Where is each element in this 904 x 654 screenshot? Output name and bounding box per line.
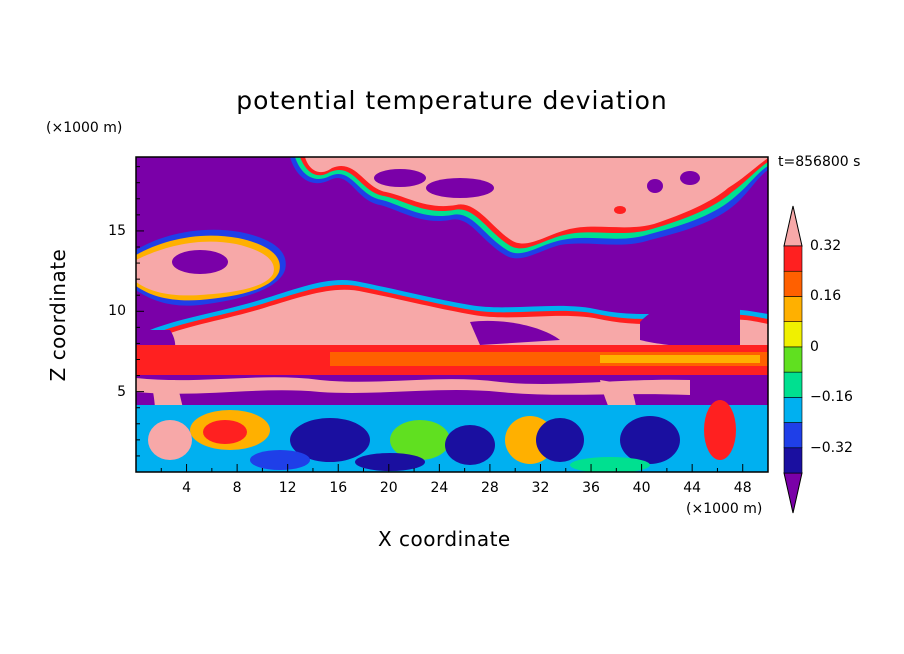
field-left-hole (172, 250, 228, 274)
colorbar-bin (783, 245, 803, 272)
x-axis-unit: (×1000 m) (686, 501, 763, 517)
colorbar-label: −0.32 (810, 439, 853, 456)
field-bottom-3 (290, 418, 370, 462)
x-tick-label: 8 (232, 480, 242, 496)
y-tick-label: 15 (108, 222, 126, 239)
field-hole-1 (647, 179, 663, 193)
field-hole-3 (426, 178, 494, 198)
colorbar-label: 0 (810, 338, 819, 355)
chart-title: potential temperature deviation (236, 86, 668, 115)
field-bottom-12 (570, 457, 650, 472)
x-tick-label: 4 (182, 480, 192, 496)
colorbar-label: 0.32 (810, 238, 842, 254)
x-tick-label: 40 (632, 480, 651, 496)
x-tick-label: 32 (531, 480, 550, 496)
colorbar-bin (783, 270, 803, 297)
contour-field (136, 157, 768, 472)
plot-frame (135, 156, 769, 473)
x-tick-label: 20 (379, 480, 398, 496)
field-mid-patch-1 (640, 296, 740, 348)
x-tick-label: 36 (582, 480, 600, 496)
y-tick-label: 10 (108, 303, 126, 320)
colorbar-label: −0.16 (810, 389, 853, 406)
y-tick-label: 5 (117, 383, 126, 400)
field-bottom-13 (355, 453, 425, 471)
colorbar-bin (783, 346, 803, 373)
field-bottom-8 (620, 416, 680, 464)
x-ticks (160, 464, 744, 472)
field-bottom-9 (704, 400, 736, 460)
time-label: t=856800 s (778, 154, 861, 170)
colorbar-bin (783, 397, 803, 423)
colorbar-label: 0.16 (810, 288, 842, 305)
colorbar-bin (783, 321, 803, 348)
x-tick-label: 16 (329, 480, 348, 496)
field-bottom-7 (536, 418, 584, 462)
field-mid-patch-3 (470, 320, 560, 345)
field-bottom-2 (203, 420, 247, 444)
colorbar-high-triangle (783, 205, 803, 247)
field-bottom-10 (250, 450, 310, 470)
field-hole-4 (374, 169, 426, 187)
x-tick-label: 44 (683, 480, 702, 496)
field-bottom-11 (148, 420, 192, 460)
colorbar-bin (783, 447, 803, 474)
colorbar-bin (783, 371, 803, 398)
field-bottom-5 (445, 425, 495, 465)
colorbar-bin (783, 422, 803, 449)
x-axis-label: X coordinate (378, 527, 511, 551)
x-tick-label: 28 (480, 480, 499, 496)
colorbar (783, 205, 803, 514)
x-tick-label: 48 (733, 480, 752, 496)
y-axis-unit: (×1000 m) (46, 120, 123, 136)
colorbar-low-triangle (783, 472, 803, 514)
x-tick-label: 12 (278, 480, 297, 496)
x-tick-label: 24 (430, 480, 449, 496)
field-lower-pink (136, 377, 690, 395)
y-ticks (136, 166, 144, 457)
field-bottom-4 (390, 420, 450, 460)
field-hole-5 (614, 206, 626, 214)
field-hole-2 (680, 171, 700, 185)
field-red-band-inner2 (600, 355, 760, 363)
colorbar-bin (783, 296, 803, 322)
